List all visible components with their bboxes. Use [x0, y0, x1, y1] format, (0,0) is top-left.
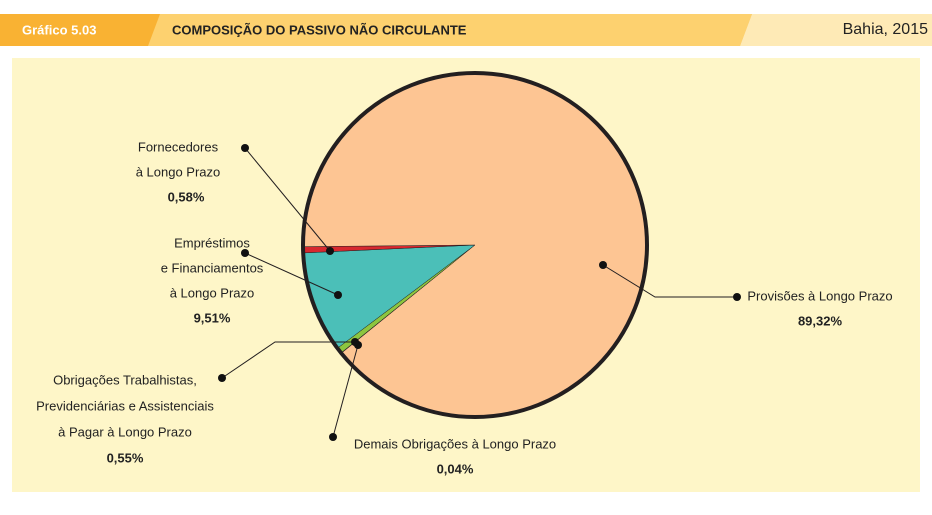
- chart-subtitle: Bahia, 2015: [843, 21, 929, 38]
- slice-label: Obrigações Trabalhistas,: [53, 372, 197, 387]
- leader-dot: [599, 261, 607, 269]
- slice-label: Empréstimos: [174, 235, 250, 250]
- slice-label: Fornecedores: [138, 139, 219, 154]
- slice-label: à Longo Prazo: [170, 285, 255, 300]
- leader-dot: [351, 338, 359, 346]
- slice-label: Provisões à Longo Prazo: [747, 288, 892, 303]
- figure-label: Gráfico 5.03: [22, 22, 96, 37]
- value-label: 0,58%: [168, 189, 205, 204]
- leader-dot: [241, 249, 249, 257]
- leader-line: [244, 147, 331, 252]
- leader-dot: [329, 433, 337, 441]
- leader-line: [244, 252, 339, 296]
- value-label: 89,32%: [798, 313, 843, 328]
- header-title-band: [148, 14, 752, 46]
- slice-label: à Pagar à Longo Prazo: [58, 424, 192, 439]
- slice-label: e Financiamentos: [161, 260, 264, 275]
- leader-line: [602, 264, 737, 298]
- pie-outline: [301, 71, 649, 419]
- leader-dot: [218, 374, 226, 382]
- slice-label: Previdenciárias e Assistenciais: [36, 398, 214, 413]
- leader-dot: [733, 293, 741, 301]
- leader-dot: [241, 144, 249, 152]
- value-label: 0,04%: [437, 461, 474, 476]
- value-label: 0,55%: [107, 450, 144, 465]
- leader-dot: [334, 291, 342, 299]
- leader-line: [332, 344, 359, 438]
- value-label: 9,51%: [194, 310, 231, 325]
- leader-line: [221, 341, 355, 379]
- slice-label: Demais Obrigações à Longo Prazo: [354, 436, 556, 451]
- chart-title: COMPOSIÇÃO DO PASSIVO NÃO CIRCULANTE: [172, 22, 467, 37]
- slice-label: à Longo Prazo: [136, 164, 221, 179]
- header-right-band: [740, 14, 932, 46]
- leader-dot: [326, 247, 334, 255]
